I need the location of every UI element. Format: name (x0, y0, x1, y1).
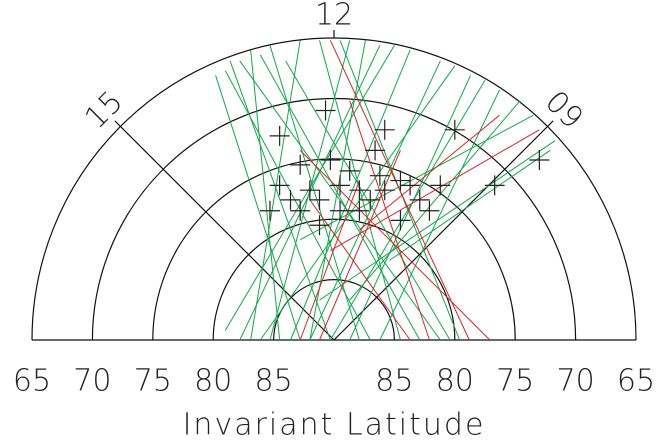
track-line (389, 149, 551, 261)
cross-marker (320, 150, 341, 171)
cross-marker (374, 180, 395, 201)
hour-line (114, 120, 335, 341)
track-line (349, 100, 430, 341)
track-line (224, 70, 371, 341)
cross-marker (484, 175, 505, 196)
x-tick-label: 70 (73, 364, 111, 399)
track-line (309, 199, 411, 341)
track-line (329, 80, 486, 341)
x-tick-label: 80 (194, 364, 232, 399)
cross-marker (360, 189, 381, 210)
x-tick-label: 70 (557, 364, 595, 399)
cross-marker (299, 180, 320, 201)
track-line (239, 60, 441, 341)
track-line (259, 54, 421, 341)
track-line (299, 114, 534, 241)
cross-marker (349, 200, 370, 221)
cross-marker (419, 200, 440, 221)
track-line (215, 75, 301, 341)
track-line (290, 49, 411, 341)
cross-marker (330, 175, 351, 196)
cross-marker (280, 189, 301, 210)
cross-marker (369, 165, 390, 186)
cross-marker (330, 200, 351, 221)
track-line (309, 60, 441, 341)
cross-marker (400, 175, 421, 196)
cross-marker (390, 170, 411, 191)
track-line (329, 40, 470, 341)
cross-marker (309, 189, 330, 210)
cross-marker (529, 150, 550, 171)
x-tick-label: 85 (375, 364, 413, 399)
track-line (330, 129, 540, 252)
track-line (299, 149, 491, 341)
cross-marker (315, 100, 336, 121)
hour-label: 12 (315, 0, 353, 33)
track-line (359, 114, 500, 231)
cross-marker (365, 140, 386, 161)
track-line (299, 180, 360, 341)
x-tick-label: 65 (13, 364, 51, 399)
hour-line (333, 120, 554, 341)
x-tick-label: 75 (134, 364, 172, 399)
ring (212, 218, 456, 341)
cross-marker (430, 175, 451, 196)
track-line (250, 40, 301, 341)
cross-marker (290, 200, 311, 221)
cross-marker (444, 119, 465, 140)
track-line (285, 60, 451, 341)
x-tick-label: 85 (255, 364, 293, 399)
ring (273, 279, 395, 341)
cross-marker (349, 180, 370, 201)
track-line (349, 75, 471, 341)
track-line (259, 65, 456, 341)
cross-marker (269, 125, 290, 146)
ring (152, 158, 516, 341)
track-line (319, 150, 401, 341)
track-line (269, 45, 360, 341)
x-tick-label: 65 (617, 364, 655, 399)
x-tick-label: 75 (496, 364, 534, 399)
x-axis-label: Invariant Latitude (183, 408, 486, 443)
cross-marker (309, 215, 330, 236)
cross-marker (290, 154, 311, 175)
cross-marker (259, 200, 280, 221)
track-line (229, 60, 331, 341)
ring (31, 37, 637, 341)
track-line (250, 50, 281, 341)
cross-marker (409, 189, 430, 210)
cross-marker (390, 210, 411, 231)
x-tick-label: 80 (436, 364, 474, 399)
track-line (379, 89, 500, 341)
track-line (319, 140, 556, 301)
cross-marker (269, 175, 290, 196)
cross-marker (374, 119, 395, 140)
track-line (349, 100, 521, 301)
cross-marker (339, 160, 360, 181)
